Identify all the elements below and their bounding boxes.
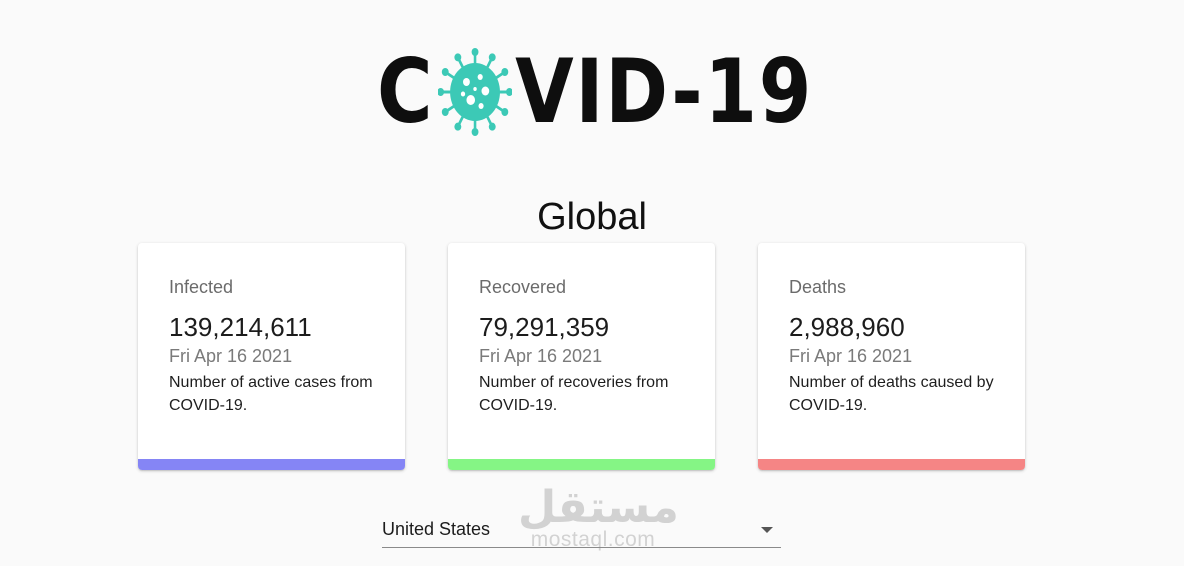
recovered-color-bar [448,459,715,470]
recovered-card: Recovered 79,291,359 Fri Apr 16 2021 Num… [448,243,715,470]
recovered-count: 79,291,359 [479,312,610,342]
deaths-card: Deaths 2,988,960 Fri Apr 16 2021 Number … [758,243,1025,470]
infected-description: Number of active cases from COVID-19. [169,374,373,414]
country-select[interactable]: United States [382,512,781,548]
virus-icon [436,44,513,140]
deaths-color-bar [758,459,1025,470]
infected-count: 139,214,611 [169,312,312,342]
logo-text-rest: VID-19 [515,40,814,143]
logo-letter-c: C [377,40,435,143]
country-select-value: United States [382,519,491,539]
recovered-label: Recovered [479,277,567,297]
infected-label: Infected [169,277,234,297]
deaths-count: 2,988,960 [789,312,905,342]
recovered-date: Fri Apr 16 2021 [479,346,603,366]
caret-down-icon [761,527,773,533]
logo-text: C VID-19 [377,44,813,140]
infected-card: Infected 139,214,611 Fri Apr 16 2021 Num… [138,243,405,470]
deaths-label: Deaths [789,277,847,297]
global-title: Global [537,196,647,238]
covid-19-logo: C VID-19 [377,44,884,140]
recovered-description: Number of recoveries from COVID-19. [479,374,669,414]
infected-color-bar [138,459,405,470]
infected-date: Fri Apr 16 2021 [169,346,293,366]
deaths-date: Fri Apr 16 2021 [789,346,913,366]
deaths-description: Number of deaths caused by COVID-19. [789,374,994,414]
